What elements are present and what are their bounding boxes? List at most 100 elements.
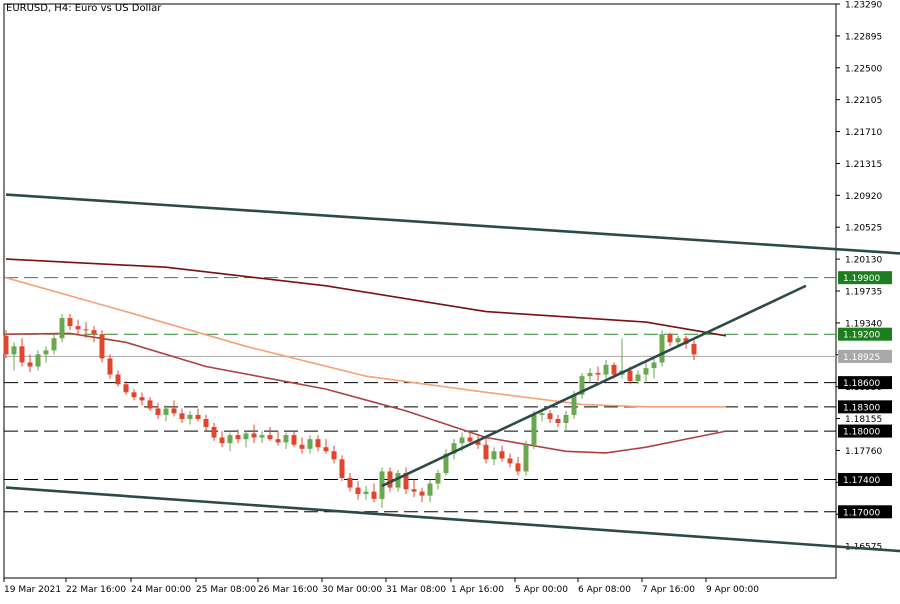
candle-body: [387, 471, 393, 488]
x-tick-label: 6 Apr 08:00: [578, 585, 631, 595]
candle-body: [539, 413, 545, 415]
x-tick-label: 1 Apr 16:00: [451, 585, 504, 595]
y-tick-label: 1.22105: [845, 96, 882, 106]
candle-body: [651, 362, 657, 369]
candle-body: [259, 435, 265, 438]
candle-body: [147, 400, 153, 409]
candle-body: [691, 343, 697, 355]
y-tick-label: 1.20525: [845, 224, 882, 234]
candle-body: [179, 413, 185, 419]
candle-body: [675, 338, 681, 343]
candle-body: [483, 444, 489, 460]
candle-body: [571, 394, 577, 415]
candle-body: [267, 435, 273, 440]
candle-body: [291, 435, 297, 445]
candle-body: [99, 334, 105, 359]
candle-body: [107, 358, 113, 375]
candle-body: [355, 487, 361, 495]
candle-body: [187, 414, 193, 419]
candle-body: [451, 443, 457, 454]
candle-body: [411, 489, 417, 492]
candle-body: [331, 451, 337, 460]
candle-body: [435, 473, 441, 484]
candle-body: [667, 334, 673, 343]
y-tick-label: 1.19340: [845, 319, 882, 329]
price-badge-label: 1.19200: [843, 331, 880, 341]
candle-body: [19, 346, 25, 363]
candle-body: [155, 408, 161, 415]
price-badge: [838, 271, 892, 285]
candle-body: [643, 368, 649, 375]
candle-body: [3, 335, 9, 355]
candle-body: [171, 408, 177, 414]
candle-body: [131, 392, 137, 398]
candle-body: [307, 439, 313, 449]
price-badge: [838, 424, 892, 438]
candle-body: [243, 433, 249, 440]
candle-body: [427, 483, 433, 496]
price-badge: [838, 473, 892, 487]
candle-body: [195, 414, 201, 419]
candle-body: [251, 433, 257, 438]
candle-body: [659, 334, 665, 363]
candle-body: [123, 384, 129, 393]
y-tick-label: 1.17760: [845, 447, 882, 457]
candle-body: [43, 350, 49, 355]
candle-body: [299, 444, 305, 449]
moving-average-line: [5, 276, 726, 408]
candle-body: [283, 435, 289, 443]
candle-body: [339, 459, 345, 478]
candle-body: [371, 491, 377, 499]
price-badge-label: 1.18300: [843, 403, 880, 413]
y-tick-label: 1.23290: [845, 1, 882, 11]
candle-body: [419, 491, 425, 496]
candle-body: [163, 408, 169, 415]
y-tick-label: 1.21315: [845, 160, 882, 170]
candle-body: [347, 477, 353, 488]
candle-body: [203, 418, 209, 428]
price-badge-label: 1.18600: [843, 379, 880, 389]
candle-body: [35, 354, 41, 367]
x-tick-label: 22 Mar 16:00: [66, 585, 126, 595]
candle-body: [443, 453, 449, 474]
candle-body: [91, 330, 97, 335]
candle-body: [27, 362, 33, 367]
candle-body: [563, 414, 569, 423]
price-badge: [838, 376, 892, 390]
candle-body: [395, 473, 401, 488]
y-tick-label: 1.20130: [845, 256, 882, 266]
price-badge: [838, 327, 892, 341]
candle-body: [275, 439, 281, 443]
y-tick-label: 1.19735: [845, 288, 882, 298]
candle-body: [475, 441, 481, 445]
candle-body: [531, 414, 537, 445]
price-badge-label: 1.18000: [843, 428, 880, 438]
x-tick-label: 30 Mar 00:00: [322, 585, 382, 595]
trend-line: [381, 284, 807, 488]
candle-body: [611, 364, 617, 375]
candle-body: [579, 376, 585, 395]
candle-body: [75, 326, 81, 330]
price-badge: [838, 400, 892, 414]
price-badge-label: 1.17400: [843, 476, 880, 486]
candle-body: [507, 458, 513, 464]
candle-body: [139, 397, 145, 401]
candle-body: [587, 372, 593, 377]
trend-line: [5, 486, 900, 553]
x-tick-label: 7 Apr 16:00: [642, 585, 695, 595]
x-tick-label: 31 Mar 08:00: [386, 585, 446, 595]
x-tick-label: 26 Mar 16:00: [258, 585, 318, 595]
moving-average-line: [5, 332, 727, 454]
y-tick-label: 1.21710: [845, 128, 882, 138]
candle-body: [491, 451, 497, 460]
candle-body: [515, 463, 521, 472]
current-price-label: 1.18925: [843, 353, 880, 363]
candle-body: [211, 427, 217, 438]
candle-body: [627, 370, 633, 382]
y-tick-label: 1.20920: [845, 192, 882, 202]
candle-body: [403, 473, 409, 490]
price-badge: [838, 505, 892, 519]
candle-body: [547, 413, 553, 419]
moving-average-line: [5, 258, 727, 337]
